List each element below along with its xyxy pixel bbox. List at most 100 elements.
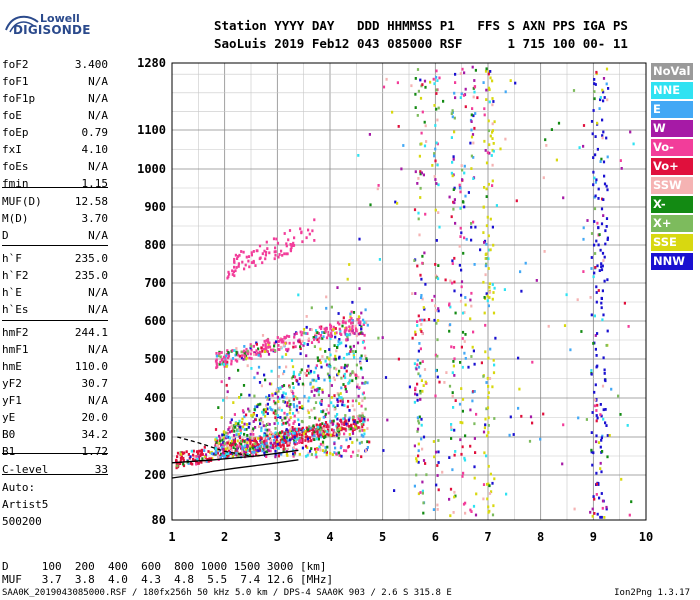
echo-point [460,293,463,297]
echo-point [225,431,228,435]
echo-point [247,255,251,258]
echo-point [482,483,486,486]
echo-point [362,420,365,424]
echo-point [226,276,229,280]
echo-point [418,342,421,345]
echo-point [293,438,296,442]
echo-point [246,437,249,441]
echo-point [239,431,242,435]
echo-point [279,338,283,342]
echo-point [365,449,368,452]
echo-point [599,403,602,406]
echo-point [473,79,476,82]
echo-point [437,106,440,110]
echo-point [491,283,494,286]
echo-point [229,442,232,445]
autoscaler-version: 500200 [2,515,42,528]
profile-curves [171,436,299,479]
echo-point [345,352,349,356]
echo-point [289,416,292,419]
echo-point [236,447,239,451]
echo-point [594,252,597,255]
echo-point [495,204,498,207]
echo-point [332,328,335,331]
echo-point [245,347,248,351]
echo-point [219,360,222,364]
echo-point [361,341,365,344]
echo-point [436,375,439,379]
echo-point [565,293,568,297]
echo-point [597,289,600,292]
echo-point [293,405,296,409]
echo-point [207,459,210,463]
echo-point [338,338,341,341]
echo-point [297,339,300,343]
echo-point [274,392,277,396]
echo-point [338,342,341,346]
echo-point [277,344,280,347]
echo-point [309,382,312,386]
echo-point [265,439,268,443]
echo-point [282,447,285,451]
param-value: N/A [88,394,108,407]
echo-point [454,399,457,402]
echo-point [324,350,327,353]
echo-point [274,447,277,451]
echo-point [343,404,346,407]
echo-point [260,384,263,388]
echo-point [275,418,278,422]
echo-point [248,449,251,453]
echo-point [454,81,457,84]
echo-point [488,100,491,104]
auto-label: Auto: [2,481,36,494]
echo-point [249,346,252,350]
echo-point [596,221,599,225]
echo-point [333,407,336,411]
echo-point [298,406,301,409]
echo-point [246,443,249,446]
legend-item: NoVal [651,63,693,80]
echo-point [176,462,179,466]
param-value: N/A [88,109,108,122]
echo-point [301,446,304,450]
echo-point [230,359,233,363]
echo-point [339,399,342,403]
echo-point [266,431,269,435]
echo-point [251,437,254,440]
echo-point [364,354,367,358]
echo-point [419,186,422,190]
echo-point [262,343,265,347]
echo-point [488,151,491,155]
echo-point [227,449,230,453]
echo-point [352,354,355,358]
echo-point [251,446,254,450]
echo-point [317,359,320,363]
echo-point [619,413,622,416]
echo-point [286,444,289,447]
echo-point [415,457,418,460]
echo-point [487,129,490,133]
x-tick-label: 4 [326,530,333,544]
echo-point [274,401,277,405]
echo-point [245,255,248,259]
echo-point [235,352,238,356]
echo-point [292,345,295,349]
echo-point [453,130,456,134]
echo-point [594,180,597,184]
echo-point [417,372,420,376]
echo-point [297,427,300,431]
echo-point [241,409,245,412]
echo-point [448,384,452,388]
echo-point [216,451,219,455]
echo-point [295,428,298,431]
echo-point [414,292,417,295]
echo-point [594,194,597,198]
echo-point [345,438,348,442]
param-value: 33 [94,463,108,476]
echo-point [241,445,244,449]
echo-point [598,233,601,236]
echo-point [303,394,306,398]
distance-row: D 100 200 400 600 800 1000 1500 3000 [km… [2,560,327,573]
echo-point [182,464,186,468]
echo-point [602,214,605,217]
